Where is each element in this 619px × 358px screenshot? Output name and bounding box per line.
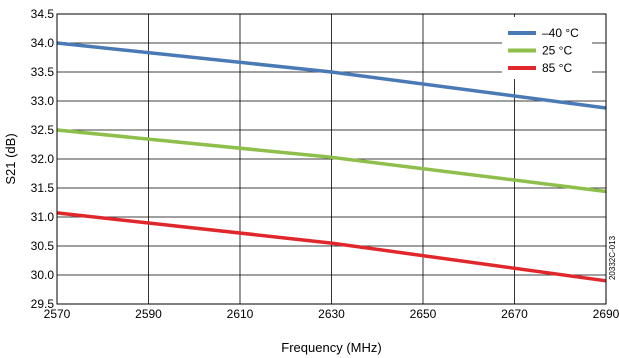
series-lines <box>56 41 607 283</box>
legend-label-2: 85 °C <box>542 61 572 75</box>
x-tick-label: 2610 <box>227 307 254 321</box>
series-line-1 <box>56 128 607 194</box>
y-tick-label: 33.0 <box>31 94 55 108</box>
legend: –40 °C 25 °C 85 °C <box>502 17 592 79</box>
series-line-0 <box>56 41 607 110</box>
y-tick-label: 32.5 <box>31 123 55 137</box>
y-tick-label: 29.5 <box>31 297 55 311</box>
plot-frame <box>56 13 607 305</box>
figure-code: 20332C-013 <box>608 235 617 280</box>
y-tick-label: 34.5 <box>31 7 55 21</box>
x-tick-label: 2590 <box>135 307 162 321</box>
y-tick-label: 31.0 <box>31 210 55 224</box>
y-tick-label: 30.5 <box>31 239 55 253</box>
x-axis-label: Frequency (MHz) <box>281 340 381 355</box>
x-tick-labels: 2570 2590 2610 2630 2650 2670 2690 <box>44 307 619 321</box>
y-tick-label: 32.0 <box>31 152 55 166</box>
y-tick-label: 31.5 <box>31 181 55 195</box>
x-tick-label: 2670 <box>501 307 528 321</box>
y-tick-label: 30.0 <box>31 268 55 282</box>
legend-label-0: –40 °C <box>542 26 579 40</box>
series-line-2 <box>56 211 607 283</box>
y-tick-label: 34.0 <box>31 36 55 50</box>
y-tick-labels: 29.5 30.0 30.5 31.0 31.5 32.0 32.5 33.0 33.5 34.0… <box>31 7 55 311</box>
y-axis-label: S21 (dB) <box>3 133 18 184</box>
x-tick-label: 2690 <box>593 307 619 321</box>
x-tick-label: 2650 <box>410 307 437 321</box>
y-tick-label: 33.5 <box>31 65 55 79</box>
x-tick-label: 2570 <box>44 307 71 321</box>
legend-label-1: 25 °C <box>542 44 572 58</box>
x-tick-label: 2630 <box>318 307 345 321</box>
